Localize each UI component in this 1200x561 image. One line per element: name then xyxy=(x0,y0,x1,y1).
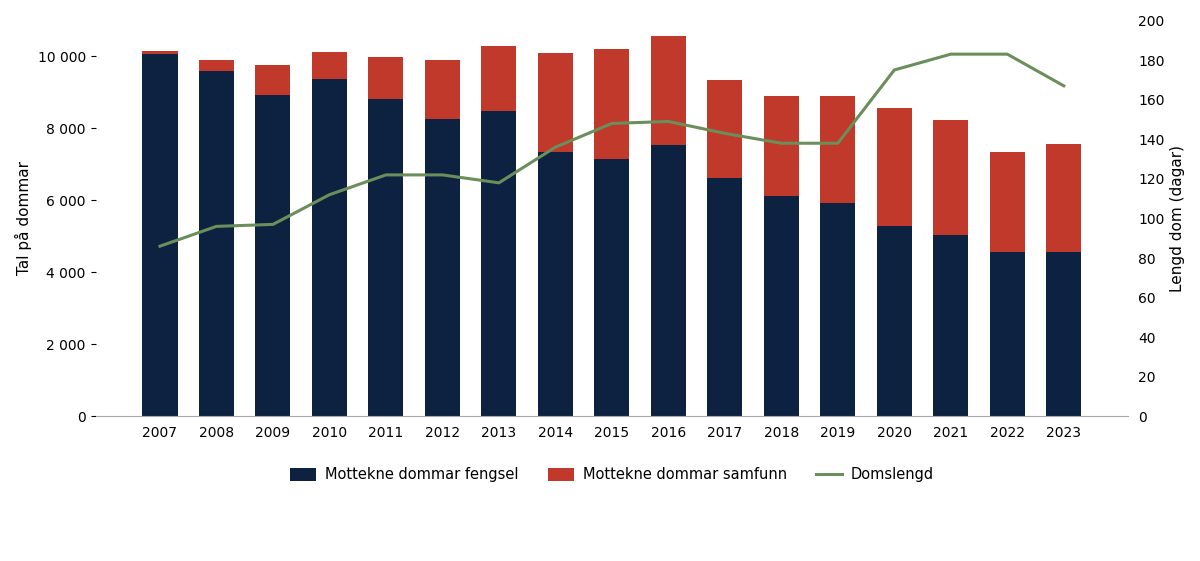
Y-axis label: Tal på dommar: Tal på dommar xyxy=(14,162,32,275)
Bar xyxy=(764,196,799,416)
Domslengd xyxy=(548,144,563,150)
Bar xyxy=(707,80,743,178)
Bar xyxy=(312,79,347,416)
Bar xyxy=(934,236,968,416)
Bar xyxy=(143,54,178,416)
Domslengd xyxy=(265,221,280,228)
Bar xyxy=(481,111,516,416)
Line: Domslengd: Domslengd xyxy=(160,54,1063,246)
Bar xyxy=(425,61,460,119)
Domslengd xyxy=(492,180,506,186)
Bar xyxy=(650,36,686,145)
Bar xyxy=(707,178,743,416)
Bar xyxy=(199,61,234,71)
Bar xyxy=(368,57,403,99)
Bar xyxy=(312,52,347,79)
Bar xyxy=(821,96,856,203)
Bar xyxy=(481,45,516,111)
Domslengd xyxy=(379,172,394,178)
Bar xyxy=(877,108,912,227)
Domslengd xyxy=(152,243,167,250)
Bar xyxy=(538,53,572,152)
Bar xyxy=(538,152,572,416)
Domslengd xyxy=(830,140,845,146)
Domslengd xyxy=(605,120,619,127)
Domslengd xyxy=(943,51,958,58)
Bar xyxy=(1046,144,1081,252)
Domslengd xyxy=(718,130,732,137)
Domslengd xyxy=(661,118,676,125)
Bar xyxy=(594,159,629,416)
Bar xyxy=(821,203,856,416)
Domslengd xyxy=(323,191,337,198)
Domslengd xyxy=(774,140,788,146)
Domslengd xyxy=(209,223,223,230)
Bar xyxy=(143,50,178,54)
Bar xyxy=(990,152,1025,252)
Bar xyxy=(764,96,799,196)
Bar xyxy=(256,95,290,416)
Domslengd xyxy=(1000,51,1014,58)
Domslengd xyxy=(1056,82,1070,89)
Bar xyxy=(199,71,234,416)
Y-axis label: Lengd dom (dagar): Lengd dom (dagar) xyxy=(1170,145,1186,292)
Bar xyxy=(1046,252,1081,416)
Bar xyxy=(650,145,686,416)
Bar xyxy=(934,120,968,236)
Bar xyxy=(256,66,290,95)
Bar xyxy=(368,99,403,416)
Domslengd xyxy=(436,172,450,178)
Bar xyxy=(877,227,912,416)
Bar xyxy=(990,252,1025,416)
Domslengd xyxy=(887,67,901,73)
Legend: Mottekne dommar fengsel, Mottekne dommar samfunn, Domslengd: Mottekne dommar fengsel, Mottekne dommar… xyxy=(284,462,940,488)
Bar xyxy=(425,119,460,416)
Bar xyxy=(594,49,629,159)
